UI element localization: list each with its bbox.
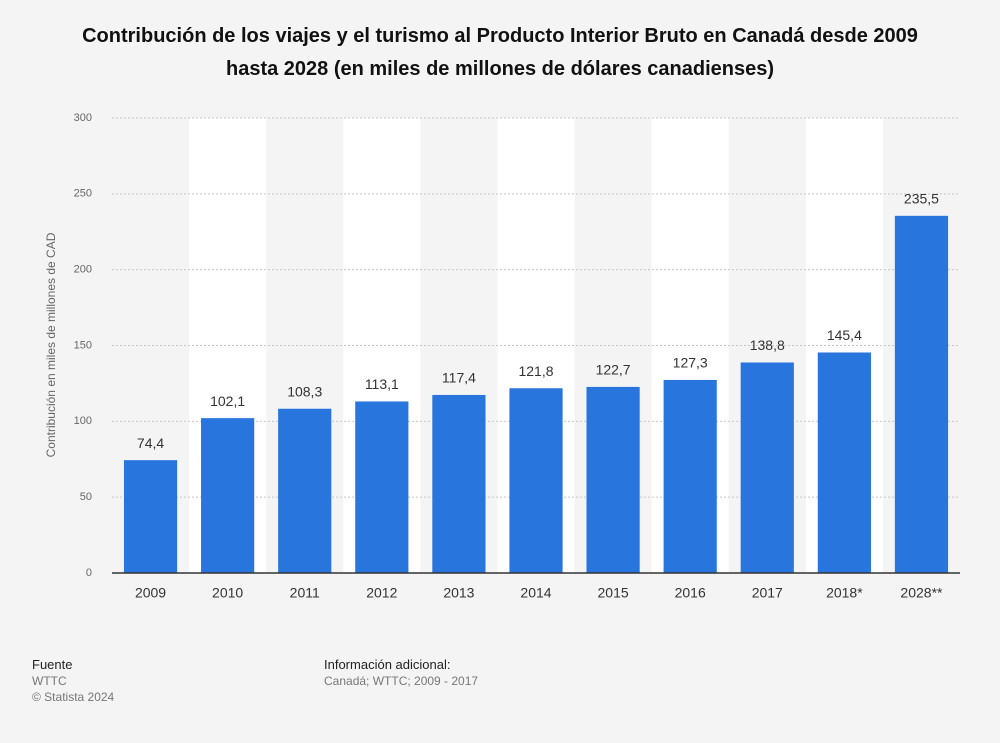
x-tick-label: 2014 <box>520 585 551 601</box>
x-tick-label: 2015 <box>598 585 629 601</box>
x-tick-label: 2013 <box>443 585 474 601</box>
value-label: 138,8 <box>750 337 785 353</box>
x-tick-label: 2011 <box>290 585 320 601</box>
bar <box>740 362 794 573</box>
bar <box>586 386 640 573</box>
y-tick-label: 50 <box>80 491 92 503</box>
bar <box>663 379 717 573</box>
x-tick-label: 2009 <box>135 585 166 601</box>
value-label: 145,4 <box>827 327 862 343</box>
bar <box>123 460 178 573</box>
y-tick-label: 300 <box>74 112 92 124</box>
x-tick-label: 2017 <box>752 585 783 601</box>
y-tick-label: 150 <box>74 339 92 351</box>
y-tick-label: 200 <box>74 264 92 276</box>
value-label: 117,4 <box>442 370 476 386</box>
x-tick-label: 2012 <box>366 585 397 601</box>
y-tick-label: 0 <box>86 567 92 579</box>
value-label: 74,4 <box>137 435 164 451</box>
source-title: Fuente <box>32 657 73 672</box>
x-tick-label: 2010 <box>212 585 243 601</box>
bar <box>817 352 871 573</box>
value-label: 235,5 <box>904 191 939 207</box>
value-label: 121,8 <box>518 363 553 379</box>
y-axis-label: Contribución en miles de millones de CAD <box>44 232 58 457</box>
source: WTTC <box>32 674 67 688</box>
info: Canadá; WTTC; 2009 - 2017 <box>324 674 479 688</box>
bar <box>894 215 949 573</box>
y-tick-label: 100 <box>74 415 92 427</box>
value-label: 113,1 <box>365 376 399 392</box>
source-block: Fuente WTTC © Statista 2024 <box>32 657 114 705</box>
bar <box>509 388 563 573</box>
value-label: 108,3 <box>287 383 322 399</box>
value-label: 127,3 <box>673 355 708 371</box>
y-tick-label: 250 <box>74 188 92 200</box>
x-tick-label: 2016 <box>675 585 706 601</box>
value-label: 102,1 <box>210 393 245 409</box>
chart-title: Contribución de los viajes y el turismo … <box>82 25 918 80</box>
x-tick-label: 2028** <box>900 585 943 601</box>
bar <box>355 401 409 573</box>
info-block: Información adicional: Canadá; WTTC; 200… <box>324 657 478 689</box>
info-title: Información adicional: <box>324 657 451 672</box>
bar <box>201 418 255 573</box>
x-tick-label: 2018* <box>826 585 863 601</box>
bar <box>432 394 486 573</box>
bar <box>278 408 332 573</box>
value-label: 122,7 <box>596 362 631 378</box>
copyright: © Statista 2024 <box>32 690 115 704</box>
